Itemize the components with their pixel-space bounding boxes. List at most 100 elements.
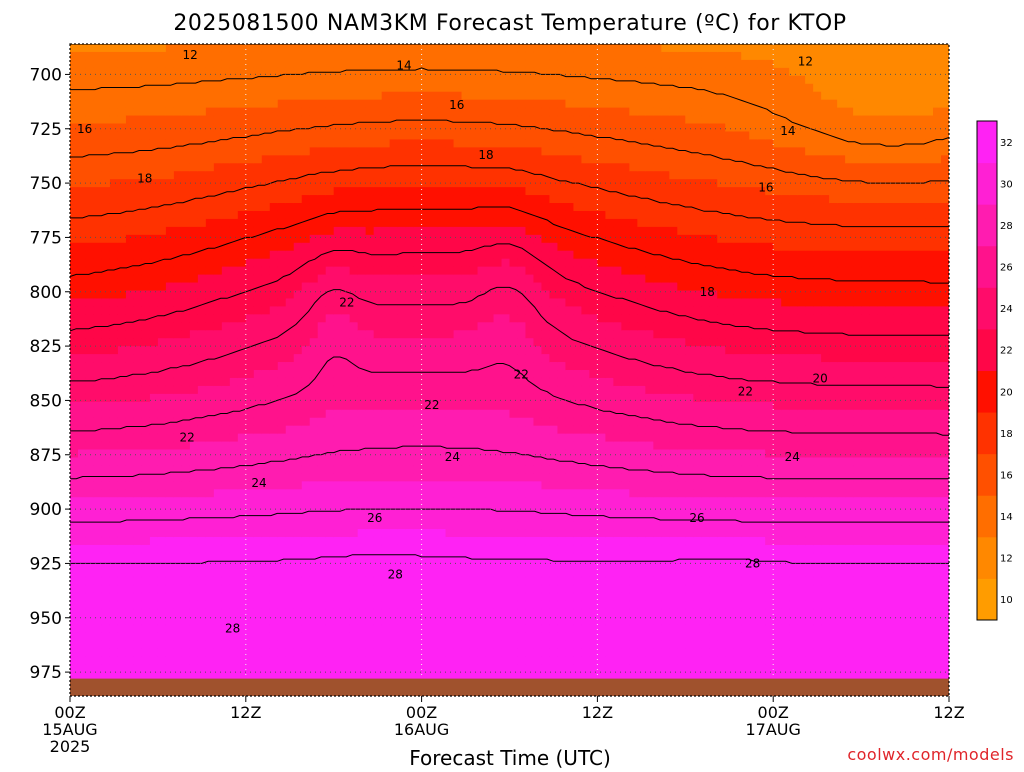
temperature-cell [485,298,495,307]
temperature-cell [221,552,231,562]
temperature-cell [309,640,319,649]
temperature-cell [325,131,335,141]
temperature-cell [285,330,295,339]
temperature-cell [109,513,119,522]
temperature-cell [461,481,471,490]
temperature-cell [277,449,287,459]
temperature-cell [197,346,207,355]
temperature-cell [357,497,367,506]
temperature-cell [373,592,383,602]
temperature-cell [205,322,215,331]
temperature-cell [477,544,487,554]
temperature-cell [141,608,151,618]
temperature-cell [253,218,263,228]
temperature-cell [541,529,551,538]
temperature-cell [429,568,439,578]
temperature-cell [493,648,503,657]
temperature-cell [70,338,79,347]
temperature-cell [461,155,471,164]
temperature-cell [477,139,487,148]
temperature-cell [70,218,79,228]
temperature-cell [149,560,159,570]
temperature-cell [517,123,527,133]
temperature-cell [429,187,439,196]
temperature-cell [389,195,399,204]
temperature-cell [205,481,215,490]
temperature-cell [525,290,535,300]
temperature-cell [285,139,295,148]
temperature-cell [549,298,559,307]
temperature-cell [325,338,335,347]
temperature-cell [469,123,479,133]
temperature-cell [493,560,503,570]
temperature-cell [293,147,303,156]
temperature-cell [253,417,263,427]
temperature-cell [285,51,295,61]
temperature-cell [517,465,527,474]
temperature-cell [525,624,535,633]
temperature-cell [517,83,527,93]
temperature-cell [333,592,343,602]
temperature-cell [269,648,279,657]
temperature-cell [149,592,159,602]
temperature-cell [477,624,487,633]
temperature-cell [325,616,335,626]
temperature-cell [525,171,535,180]
temperature-cell [445,218,455,228]
temperature-cell [533,44,543,53]
temperature-cell [461,544,471,554]
temperature-cell [325,298,335,307]
temperature-cell [477,147,487,156]
temperature-cell [461,242,471,252]
temperature-cell [221,210,231,220]
temperature-cell [77,44,87,53]
temperature-cell [429,529,439,538]
temperature-cell [301,218,311,228]
temperature-cell [70,465,79,474]
temperature-cell [437,473,447,482]
temperature-cell [197,576,207,586]
temperature-cell [133,306,143,315]
temperature-cell [397,370,407,379]
temperature-cell [70,282,79,292]
temperature-cell [309,481,319,490]
temperature-cell [213,664,223,673]
temperature-cell [70,624,79,633]
temperature-cell [213,314,223,323]
temperature-cell [541,536,551,546]
temperature-cell [101,91,111,101]
temperature-cell [213,282,223,292]
temperature-cell [325,481,335,490]
temperature-cell [141,179,151,188]
temperature-cell [357,282,367,292]
temperature-cell [357,370,367,379]
temperature-cell [421,250,431,260]
temperature-cell [70,306,79,315]
temperature-cell [213,322,223,331]
temperature-cell [149,187,159,196]
temperature-cell [93,338,103,347]
temperature-cell [117,608,127,618]
temperature-cell [109,600,119,610]
temperature-cell [413,338,423,347]
temperature-cell [365,115,375,125]
temperature-cell [501,417,511,427]
temperature-cell [141,584,151,594]
temperature-cell [77,226,87,236]
temperature-cell [501,210,511,220]
temperature-cell [77,608,87,618]
temperature-cell [325,529,335,538]
temperature-cell [493,234,503,244]
temperature-cell [149,370,159,379]
temperature-cell [85,354,95,363]
temperature-cell [445,656,455,665]
temperature-cell [285,576,295,586]
temperature-cell [221,99,231,109]
temperature-cell [70,672,79,681]
temperature-cell [93,139,103,148]
temperature-cell [317,123,327,133]
temperature-cell [197,179,207,188]
temperature-cell [165,664,175,673]
temperature-cell [349,91,359,101]
temperature-cell [533,632,543,641]
